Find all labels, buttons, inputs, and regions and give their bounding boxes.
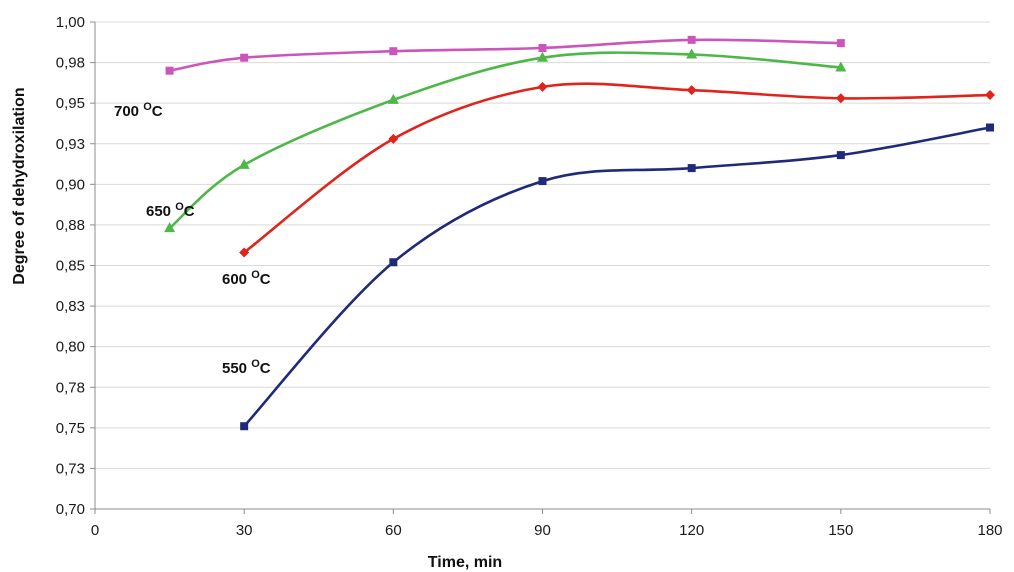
data-point-600 [388, 133, 399, 144]
data-point-550 [389, 258, 398, 267]
x-tick-label: 60 [385, 522, 402, 539]
data-point-600 [835, 93, 846, 104]
y-tick-label: 0,85 [56, 258, 85, 275]
data-point-600 [985, 90, 995, 101]
series-line-650 [168, 51, 843, 230]
series-lines [168, 38, 992, 428]
data-point-700 [538, 43, 547, 52]
y-tick-label: 0,88 [56, 217, 85, 234]
data-point-550 [240, 422, 249, 431]
y-tick-label: 0,73 [56, 460, 85, 477]
data-point-600 [537, 81, 548, 92]
series-label-550: 550 OC [222, 358, 271, 377]
data-point-700 [687, 35, 696, 44]
y-axis-title: Degree of dehydroxilation [11, 87, 28, 284]
series-markers [164, 35, 995, 431]
x-tick-label: 90 [534, 522, 551, 539]
data-point-700 [240, 53, 249, 62]
tick-labels: 0,70 0,73 0,75 0,78 0,80 0,83 0,85 0,88 0,90 0,93… [56, 14, 1003, 539]
y-tick-label: 0,80 [56, 339, 85, 356]
data-point-650 [537, 51, 548, 62]
y-tick-label: 0,75 [56, 420, 85, 437]
y-tick-label: 0,93 [56, 136, 85, 153]
data-point-700 [836, 39, 845, 48]
x-tick-label: 0 [91, 522, 99, 539]
series-label-600: 600 OC [222, 269, 271, 288]
series-label-700: 700 OC [114, 101, 163, 120]
data-point-600 [239, 247, 250, 258]
data-point-650 [387, 93, 399, 104]
series-label-650: 650 OC [146, 201, 195, 220]
data-point-600 [686, 85, 697, 96]
axes [90, 21, 991, 514]
y-tick-label: 0,78 [56, 379, 85, 396]
data-point-550 [538, 177, 547, 186]
x-tick-label: 150 [828, 522, 853, 539]
series-line-600 [242, 82, 992, 254]
x-tick-label: 120 [679, 522, 704, 539]
data-point-700 [165, 66, 174, 75]
data-point-650 [238, 158, 250, 169]
data-point-550 [986, 123, 994, 132]
data-point-700 [389, 47, 398, 56]
y-tick-label: 0,83 [56, 298, 85, 315]
series-line-550 [242, 126, 992, 428]
data-point-650 [164, 222, 176, 233]
x-tick-label: 30 [236, 522, 253, 539]
x-axis-title: Time, min [428, 554, 502, 571]
y-tick-label: 1,00 [56, 14, 85, 31]
x-tick-label: 180 [977, 522, 1002, 539]
y-tick-label: 0,95 [56, 95, 85, 112]
data-point-650 [835, 61, 847, 72]
y-tick-label: 0,70 [56, 501, 85, 518]
y-tick-label: 0,90 [56, 176, 85, 193]
data-point-550 [836, 151, 845, 160]
y-tick-label: 0,98 [56, 55, 85, 72]
data-point-650 [686, 48, 698, 59]
series-labels: 550 OC 600 OC 650 OC 700 OC [114, 101, 271, 377]
data-point-550 [687, 164, 696, 173]
